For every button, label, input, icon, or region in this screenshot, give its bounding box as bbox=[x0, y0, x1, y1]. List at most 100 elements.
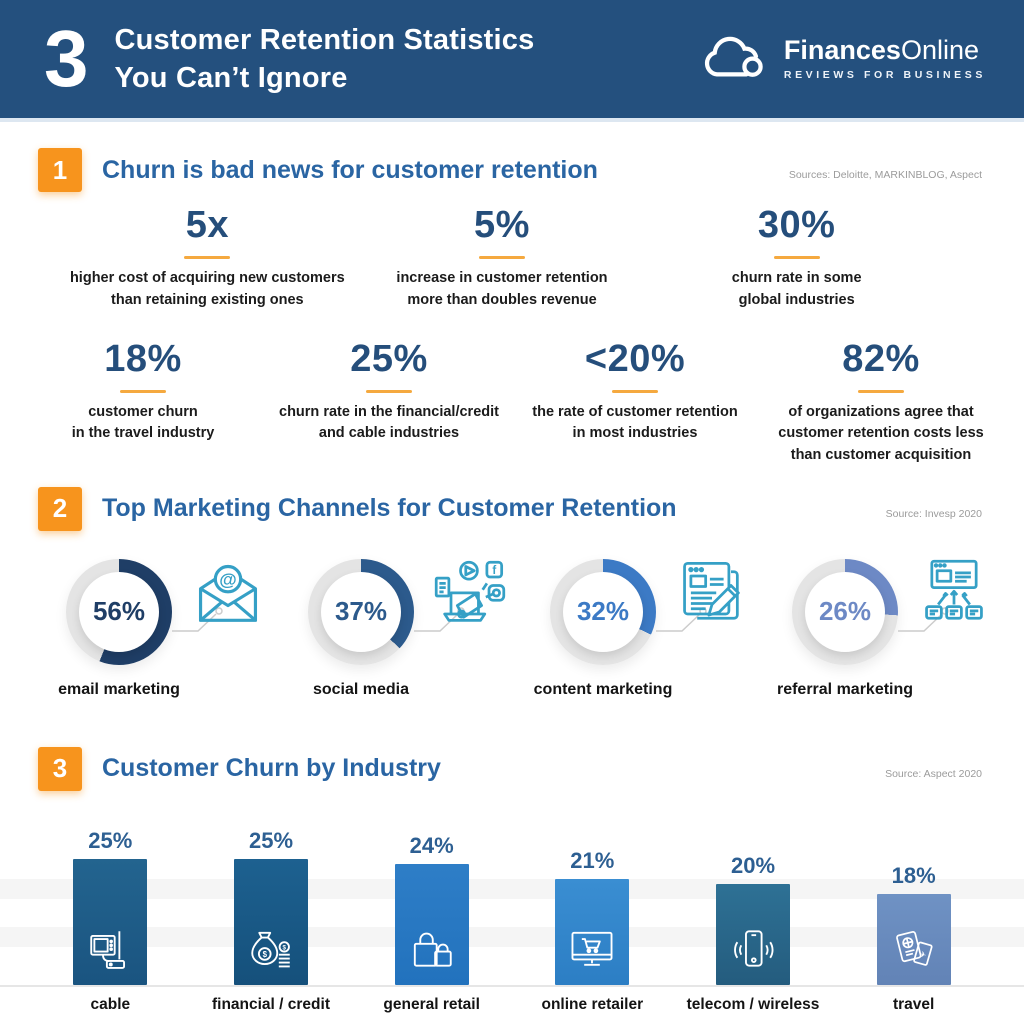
stat-underline bbox=[366, 389, 412, 393]
stat-underline bbox=[120, 389, 166, 393]
bar-column-cable: 25% bbox=[30, 805, 191, 985]
stats-row-1: 5x higher cost of acquiring new customer… bbox=[60, 204, 944, 312]
page-title-line2: You Can’t Ignore bbox=[114, 62, 348, 94]
stat-card: 30% churn rate in some global industries bbox=[649, 204, 944, 312]
bar-column-financial-credit: 25% $ $ bbox=[191, 805, 352, 985]
stat-description: the rate of customer retention in most i… bbox=[532, 403, 738, 442]
finances-online-logo: FinancesOnline REVIEWS FOR BUSINESS bbox=[697, 33, 986, 85]
bar-value-label: 21% bbox=[570, 847, 615, 873]
stat-description: of organizations agree that customer ret… bbox=[778, 403, 984, 464]
stat-underline bbox=[858, 389, 904, 393]
content-marketing-icon bbox=[674, 553, 750, 637]
stat-card: 5x higher cost of acquiring new customer… bbox=[60, 204, 355, 312]
stat-value: 5x bbox=[185, 204, 229, 246]
stat-value: 82% bbox=[842, 337, 920, 380]
bar-label: travel bbox=[892, 995, 935, 1013]
cloud-logo-icon bbox=[704, 36, 763, 77]
stat-description: churn rate in the financial/credit and c… bbox=[279, 403, 499, 442]
stat-value: 30% bbox=[757, 204, 836, 246]
section1-number-badge: 1 bbox=[38, 148, 82, 192]
bar-value-label: 24% bbox=[409, 832, 454, 858]
stats-row-2: 18% customer churn in the travel industr… bbox=[20, 338, 1004, 467]
money-bag-icon: $ $ bbox=[246, 924, 296, 976]
bar-label: cable bbox=[90, 995, 131, 1013]
bar-label: online retailer bbox=[541, 995, 644, 1013]
donut-percent: 32% bbox=[576, 596, 630, 627]
channel-content-marketing: 32% content marketing bbox=[514, 553, 756, 717]
channel-social-media: 37% f social media bbox=[272, 553, 514, 717]
donut-chart-content: 32% bbox=[550, 558, 656, 665]
section3-header: 3 Customer Churn by Industry Source: Asp… bbox=[38, 746, 982, 791]
bar-rect-telecom bbox=[715, 883, 790, 985]
svg-text:$: $ bbox=[263, 950, 268, 959]
channel-referral-marketing: 26% referral marketing bbox=[756, 553, 998, 717]
travel-passport-icon: ✈ bbox=[889, 924, 939, 976]
section3-source: Source: Aspect 2020 bbox=[885, 767, 982, 780]
stat-card: 18% customer churn in the travel industr… bbox=[20, 338, 266, 467]
bar-rect-retail bbox=[394, 863, 469, 985]
online-shop-icon bbox=[567, 924, 617, 976]
bar-grid: 25% 25% bbox=[30, 805, 994, 985]
donut-percent: 56% bbox=[92, 596, 146, 627]
marketing-channels-row: 56% @ email marketing 37% bbox=[30, 553, 998, 717]
stat-description: higher cost of acquiring new customers t… bbox=[69, 270, 345, 308]
svg-text:@: @ bbox=[219, 569, 237, 589]
section2-header: 2 Top Marketing Channels for Customer Re… bbox=[38, 486, 982, 531]
section2-title: Top Marketing Channels for Customer Rete… bbox=[102, 494, 677, 523]
stat-value: <20% bbox=[584, 337, 686, 380]
bar-rect-financial: $ $ bbox=[233, 858, 308, 985]
referral-marketing-icon bbox=[916, 553, 992, 637]
section1-title: Churn is bad news for customer retention bbox=[102, 155, 598, 184]
section2-source: Source: Invesp 2020 bbox=[885, 507, 982, 520]
donut-chart-referral: 26% bbox=[792, 558, 898, 665]
svg-text:f: f bbox=[492, 564, 496, 577]
section1-source: Sources: Deloitte, MARKINBLOG, Aspect bbox=[788, 169, 982, 181]
stat-card: 82% of organizations agree that customer… bbox=[758, 338, 1004, 467]
section2-number-badge: 2 bbox=[38, 486, 82, 531]
mobile-phone-icon bbox=[728, 924, 778, 976]
stat-description: churn rate in some global industries bbox=[731, 270, 862, 308]
cable-tv-icon bbox=[85, 924, 135, 976]
bar-rect-cable bbox=[73, 858, 148, 985]
stat-description: increase in customer retention more than… bbox=[396, 270, 608, 308]
bar-label: financial / credit bbox=[211, 995, 330, 1013]
brand-tagline: REVIEWS FOR BUSINESS bbox=[783, 69, 986, 81]
social-media-icon: f bbox=[432, 553, 508, 637]
section1-header: 1 Churn is bad news for customer retenti… bbox=[38, 148, 982, 192]
bar-column-telecom-wireless: 20% bbox=[673, 805, 834, 985]
bar-value-label: 25% bbox=[88, 827, 133, 853]
shopping-bags-icon bbox=[407, 924, 457, 976]
bar-chart-plot-area: 25% 25% bbox=[0, 805, 1024, 987]
channel-label: email marketing bbox=[58, 680, 180, 698]
stat-card: 25% churn rate in the financial/credit a… bbox=[266, 338, 512, 467]
bar-column-travel: 18% ✈ bbox=[833, 805, 994, 985]
brand-name: FinancesOnline bbox=[783, 35, 979, 65]
channel-label: referral marketing bbox=[776, 680, 914, 698]
stat-value: 18% bbox=[104, 337, 182, 380]
channel-label: social media bbox=[312, 680, 410, 698]
header-big-number: 3 bbox=[44, 14, 89, 103]
email-icon: @ bbox=[190, 553, 266, 637]
donut-chart-social: 37% bbox=[308, 558, 414, 665]
header-banner: 3 Customer Retention Statistics You Can’… bbox=[0, 0, 1024, 122]
bar-label: general retail bbox=[383, 995, 480, 1013]
stat-underline bbox=[478, 256, 525, 259]
bar-category-labels: cable financial / credit general retail … bbox=[30, 996, 994, 1014]
svg-text:$: $ bbox=[283, 944, 287, 951]
donut-chart-email: 56% bbox=[66, 558, 172, 665]
bar-column-online-retailer: 21% bbox=[512, 805, 673, 985]
page-title-line1: Customer Retention Statistics bbox=[114, 23, 535, 56]
x-axis-baseline bbox=[0, 984, 1024, 987]
stat-underline bbox=[773, 256, 820, 259]
donut-percent: 26% bbox=[818, 596, 872, 627]
stat-description: customer churn in the travel industry bbox=[71, 403, 215, 442]
page-title: Customer Retention Statistics You Can’t … bbox=[115, 21, 697, 98]
stat-value: 25% bbox=[350, 337, 428, 380]
section3-number-badge: 3 bbox=[38, 746, 82, 791]
stat-underline bbox=[612, 389, 658, 393]
bar-rect-travel: ✈ bbox=[876, 893, 951, 985]
stat-card: 5% increase in customer retention more t… bbox=[355, 204, 650, 312]
svg-text:✈: ✈ bbox=[917, 948, 927, 960]
bar-column-general-retail: 24% bbox=[351, 805, 512, 985]
bar-rect-online bbox=[555, 878, 630, 985]
